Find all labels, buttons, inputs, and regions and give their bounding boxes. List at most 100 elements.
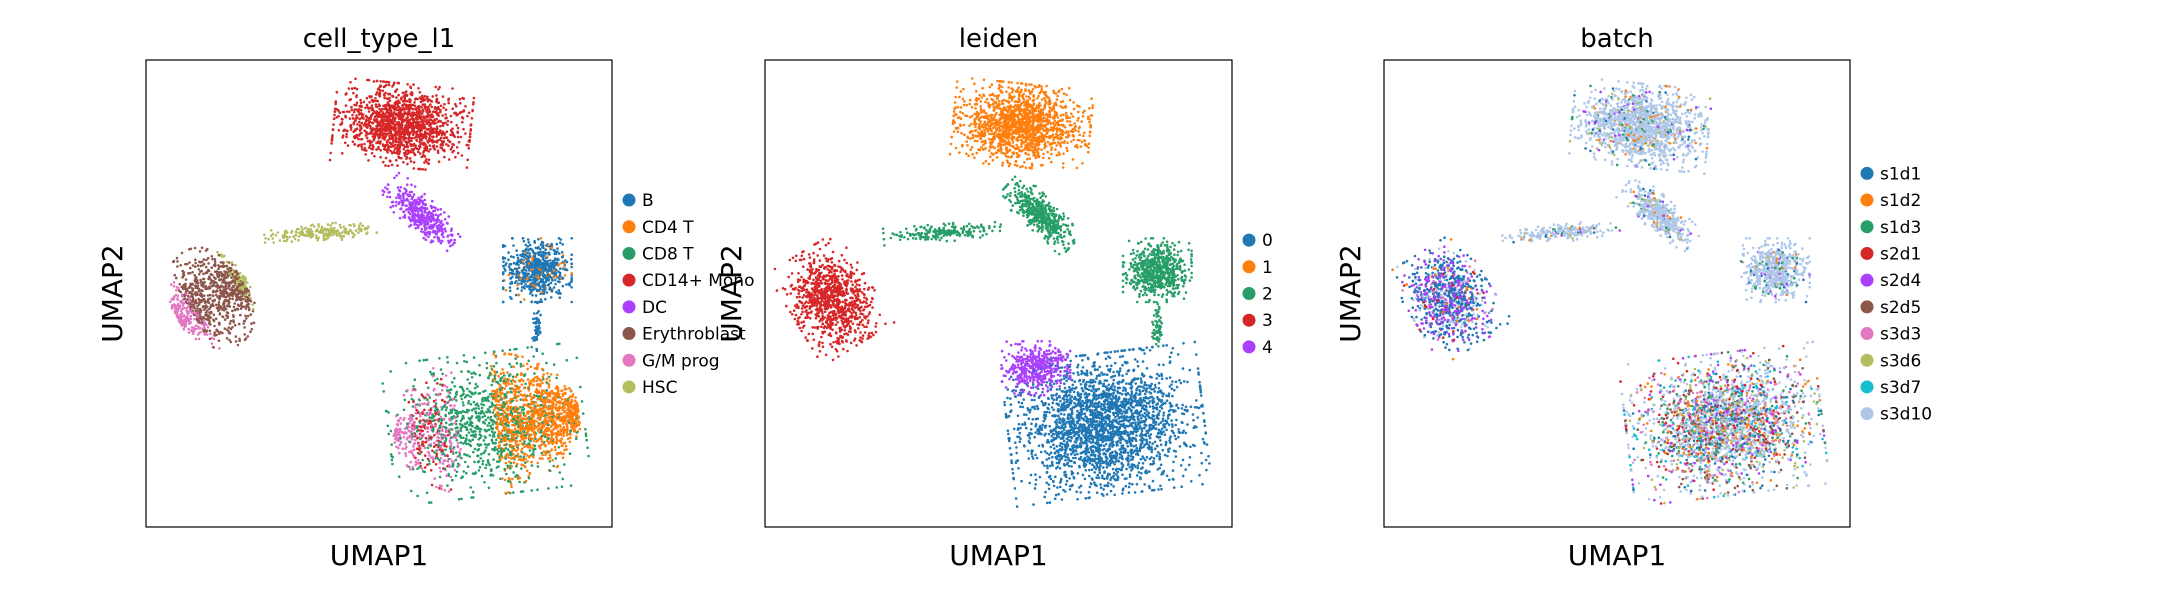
scatter-point	[489, 425, 492, 428]
scatter-point	[199, 331, 202, 334]
scatter-point	[505, 473, 508, 476]
scatter-point	[413, 193, 416, 196]
scatter-point	[564, 259, 567, 262]
scatter-point	[562, 478, 565, 481]
scatter-point	[560, 444, 563, 447]
scatter-point	[541, 352, 544, 355]
scatter-point	[397, 194, 400, 197]
scatter-point	[455, 475, 458, 478]
scatter-point	[422, 423, 425, 426]
scatter-point	[443, 460, 446, 463]
scatter-point	[562, 431, 565, 434]
scatter-point	[433, 451, 436, 454]
scatter-point	[398, 452, 401, 455]
scatter-point	[436, 145, 439, 148]
scatter-point	[387, 191, 390, 194]
scatter-point	[469, 382, 472, 385]
scatter-point	[549, 259, 552, 262]
scatter-point	[490, 384, 493, 387]
scatter-point	[474, 448, 477, 451]
scatter-point	[514, 354, 517, 357]
scatter-point	[230, 320, 233, 323]
scatter-point	[570, 237, 573, 240]
scatter-point	[573, 419, 576, 422]
scatter-point	[209, 333, 212, 336]
scatter-point	[509, 388, 512, 391]
scatter-point	[449, 245, 452, 248]
scatter-point	[515, 423, 518, 426]
scatter-point	[231, 295, 234, 298]
scatter-point	[383, 86, 386, 89]
scatter-point	[543, 432, 546, 435]
scatter-point	[428, 452, 431, 455]
scatter-point	[403, 417, 406, 420]
scatter-point	[543, 264, 546, 267]
scatter-point	[520, 373, 523, 376]
scatter-point	[391, 459, 394, 462]
scatter-point	[454, 422, 457, 425]
scatter-point	[403, 436, 406, 439]
scatter-point	[422, 100, 425, 103]
scatter-point	[442, 124, 445, 127]
scatter-point	[348, 224, 351, 227]
scatter-point	[565, 388, 568, 391]
scatter-point	[203, 329, 206, 332]
scatter-point	[233, 293, 236, 296]
scatter-point	[444, 136, 447, 139]
scatter-point	[229, 292, 232, 295]
scatter-point	[447, 460, 450, 463]
scatter-point	[510, 391, 513, 394]
scatter-point	[354, 143, 357, 146]
scatter-point	[546, 291, 549, 294]
scatter-point	[359, 99, 362, 102]
scatter-point	[553, 363, 556, 366]
scatter-point	[397, 155, 400, 158]
scatter-point	[575, 421, 578, 424]
scatter-point	[537, 429, 540, 432]
scatter-point	[478, 364, 481, 367]
scatter-point	[523, 421, 526, 424]
scatter-point	[445, 109, 448, 112]
scatter-point	[569, 441, 572, 444]
scatter-point	[338, 129, 341, 132]
scatter-point	[502, 301, 505, 304]
scatter-point	[524, 415, 527, 418]
scatter-point	[227, 268, 230, 271]
scatter-point	[534, 252, 537, 255]
scatter-point	[379, 156, 382, 159]
scatter-point	[504, 393, 507, 396]
scatter-point	[427, 106, 430, 109]
scatter-point	[425, 238, 428, 241]
scatter-point	[517, 261, 520, 264]
scatter-point	[442, 462, 445, 465]
scatter-point	[315, 234, 318, 237]
scatter-point	[473, 97, 476, 100]
scatter-point	[442, 107, 445, 110]
scatter-point	[535, 388, 538, 391]
scatter-point	[511, 382, 514, 385]
scatter-point	[501, 398, 504, 401]
scatter-point	[403, 103, 406, 106]
scatter-point	[430, 106, 433, 109]
scatter-point	[420, 230, 423, 233]
scatter-point	[366, 116, 369, 119]
scatter-point	[389, 130, 392, 133]
scatter-point	[461, 121, 464, 124]
scatter-point	[264, 237, 267, 240]
scatter-point	[239, 314, 242, 317]
scatter-point	[443, 156, 446, 159]
scatter-point	[446, 455, 449, 458]
scatter-point	[288, 236, 291, 239]
scatter-point	[574, 400, 577, 403]
scatter-point	[451, 107, 454, 110]
scatter-point	[214, 260, 217, 263]
scatter-point	[473, 401, 476, 404]
scatter-point	[331, 136, 334, 139]
scatter-point	[227, 305, 230, 308]
scatter-point	[533, 282, 536, 285]
scatter-point	[239, 272, 242, 275]
scatter-point	[228, 281, 231, 284]
scatter-point	[491, 431, 494, 434]
scatter-point	[376, 80, 379, 83]
scatter-point	[369, 107, 372, 110]
